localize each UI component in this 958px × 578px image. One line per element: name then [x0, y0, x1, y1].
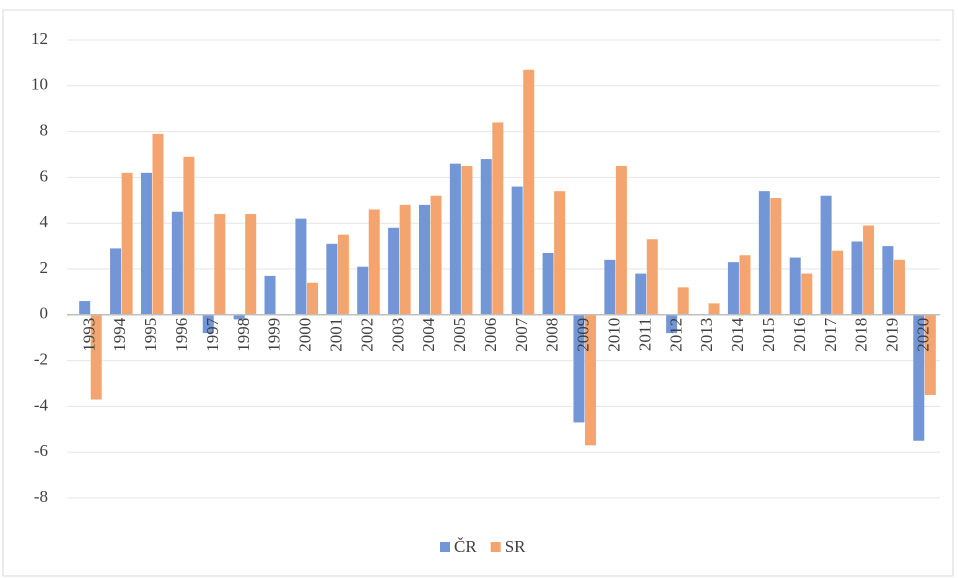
- bar: [832, 250, 844, 315]
- x-tick-label: 2002: [357, 318, 376, 352]
- bar: [183, 156, 195, 315]
- bar: [554, 191, 566, 315]
- x-tick-label: 2003: [388, 318, 407, 352]
- y-tick-label: 8: [40, 121, 49, 140]
- x-tick-label: 2000: [296, 318, 315, 352]
- bar: [801, 273, 813, 315]
- x-tick-label: 2004: [419, 317, 438, 352]
- x-tick-label: 2007: [512, 317, 531, 352]
- x-tick-label: 2011: [635, 318, 654, 351]
- bar: [893, 259, 905, 315]
- x-tick-label: 2001: [326, 318, 345, 352]
- bar: [264, 275, 276, 315]
- bar: [820, 195, 832, 315]
- bar: [924, 314, 936, 395]
- bar: [758, 191, 770, 315]
- bar: [368, 209, 380, 315]
- bar: [492, 122, 504, 315]
- x-tick-label: 1996: [172, 318, 191, 352]
- bar: [851, 241, 863, 315]
- bar: [708, 303, 720, 315]
- bar: [399, 204, 411, 315]
- x-tick-label: 1994: [110, 317, 129, 352]
- bar: [202, 314, 214, 334]
- bar: [646, 239, 658, 315]
- bar: [337, 234, 349, 315]
- x-tick-label: 1993: [79, 318, 98, 352]
- x-tick-label: 2015: [759, 318, 778, 352]
- y-tick-label: 4: [40, 212, 49, 231]
- bar: [418, 204, 430, 315]
- legend-label: ČR: [454, 537, 477, 556]
- bar: [677, 287, 689, 315]
- x-tick-label: 2008: [543, 318, 562, 352]
- bar: [245, 214, 257, 315]
- x-tick-label: 2010: [605, 318, 624, 352]
- bar: [604, 259, 616, 315]
- x-tick-label: 1995: [141, 318, 160, 352]
- bar: [913, 314, 925, 441]
- bar: [789, 257, 801, 315]
- x-tick-label: 2013: [697, 318, 716, 352]
- bar: [214, 214, 226, 315]
- bar: [110, 248, 122, 315]
- bar: [615, 165, 627, 315]
- bar: [585, 314, 597, 446]
- bar: [882, 246, 894, 315]
- x-tick-label: 2006: [481, 318, 500, 352]
- bar: [480, 159, 492, 315]
- x-tick-label: 2014: [728, 317, 747, 352]
- y-tick-label: 6: [40, 166, 49, 185]
- x-tick-label: 2019: [883, 318, 902, 352]
- bar: [573, 314, 585, 423]
- y-tick-label: -6: [34, 441, 48, 460]
- bar: [430, 195, 442, 315]
- x-tick-label: 2017: [821, 317, 840, 352]
- y-tick-label: 0: [40, 304, 49, 323]
- y-tick-label: -2: [34, 350, 48, 369]
- legend-swatch: [490, 542, 501, 552]
- y-tick-label: 12: [31, 29, 48, 48]
- bar: [233, 314, 245, 320]
- bar: [90, 314, 102, 400]
- x-tick-label: 2016: [790, 318, 809, 352]
- bar: [357, 266, 369, 315]
- bar: [542, 252, 554, 315]
- x-tick-label: 2005: [450, 318, 469, 352]
- bar: [121, 172, 133, 315]
- bar: [295, 218, 307, 315]
- bar: [449, 163, 461, 315]
- x-tick-label: 2018: [852, 318, 871, 352]
- bar: [635, 273, 647, 315]
- x-tick-label: 2020: [913, 318, 932, 352]
- bar: [461, 165, 473, 315]
- x-tick-label: 2009: [574, 318, 593, 352]
- bar: [388, 227, 400, 315]
- y-tick-label: 10: [31, 75, 48, 94]
- bar: [739, 255, 751, 315]
- bar: [770, 198, 782, 315]
- bar: [666, 314, 678, 334]
- bar: [326, 243, 338, 315]
- bar: [79, 301, 91, 315]
- x-tick-label: 1999: [265, 318, 284, 352]
- x-tick-label: 2012: [666, 318, 685, 352]
- x-tick-label: 1997: [203, 317, 222, 352]
- y-tick-label: -4: [34, 395, 49, 414]
- bar: [863, 225, 875, 315]
- legend-label: SR: [505, 537, 526, 556]
- y-tick-label: -8: [34, 487, 48, 506]
- bar: [140, 172, 152, 315]
- y-tick-label: 2: [40, 258, 49, 277]
- x-tick-label: 1998: [234, 318, 253, 352]
- bar: [152, 133, 164, 315]
- bar: [171, 211, 183, 315]
- bar: [727, 262, 739, 315]
- bar: [523, 69, 535, 315]
- bar: [511, 186, 523, 315]
- bar: [306, 282, 318, 315]
- legend-swatch: [440, 542, 450, 552]
